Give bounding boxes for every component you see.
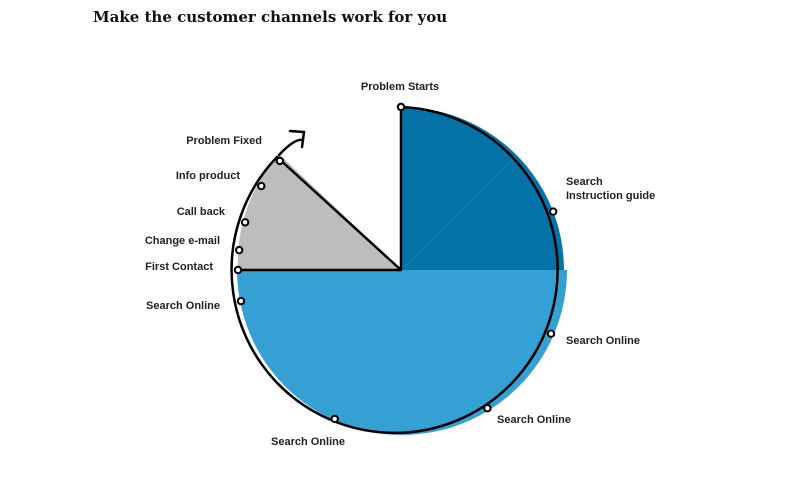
point-label: Call back [177, 206, 226, 218]
point-label: Search Online [566, 335, 640, 347]
point-label: Search Online [271, 436, 345, 448]
point-label: First Contact [145, 261, 213, 273]
point-label: Search Online [497, 414, 571, 426]
journey-point [396, 102, 406, 112]
sector-contact [237, 154, 401, 270]
point-label: Search Instruction guide [566, 176, 655, 202]
point-label: Change e-mail [145, 235, 220, 247]
point-label: Search Online [146, 300, 220, 312]
sector-divider [400, 154, 517, 271]
title: Make the customer channels work for you [93, 8, 447, 26]
journey-point [233, 265, 243, 275]
sector-search [237, 270, 567, 435]
journey-point [275, 156, 285, 166]
journey-point [257, 181, 266, 191]
label-line: Instruction guide [566, 190, 655, 202]
point-label: Problem Starts [361, 81, 439, 93]
journey-point [548, 207, 558, 216]
journey-point [236, 296, 246, 306]
label-line: Search [566, 176, 603, 188]
journey-point [235, 245, 244, 255]
journey-point [330, 414, 339, 424]
point-label: Info product [176, 170, 240, 182]
journey-point [546, 329, 556, 338]
journey-point [240, 218, 250, 227]
end-arrow [277, 129, 306, 157]
point-label: Problem Fixed [186, 135, 262, 147]
journey-point [483, 404, 492, 413]
journey-outline [230, 105, 559, 435]
